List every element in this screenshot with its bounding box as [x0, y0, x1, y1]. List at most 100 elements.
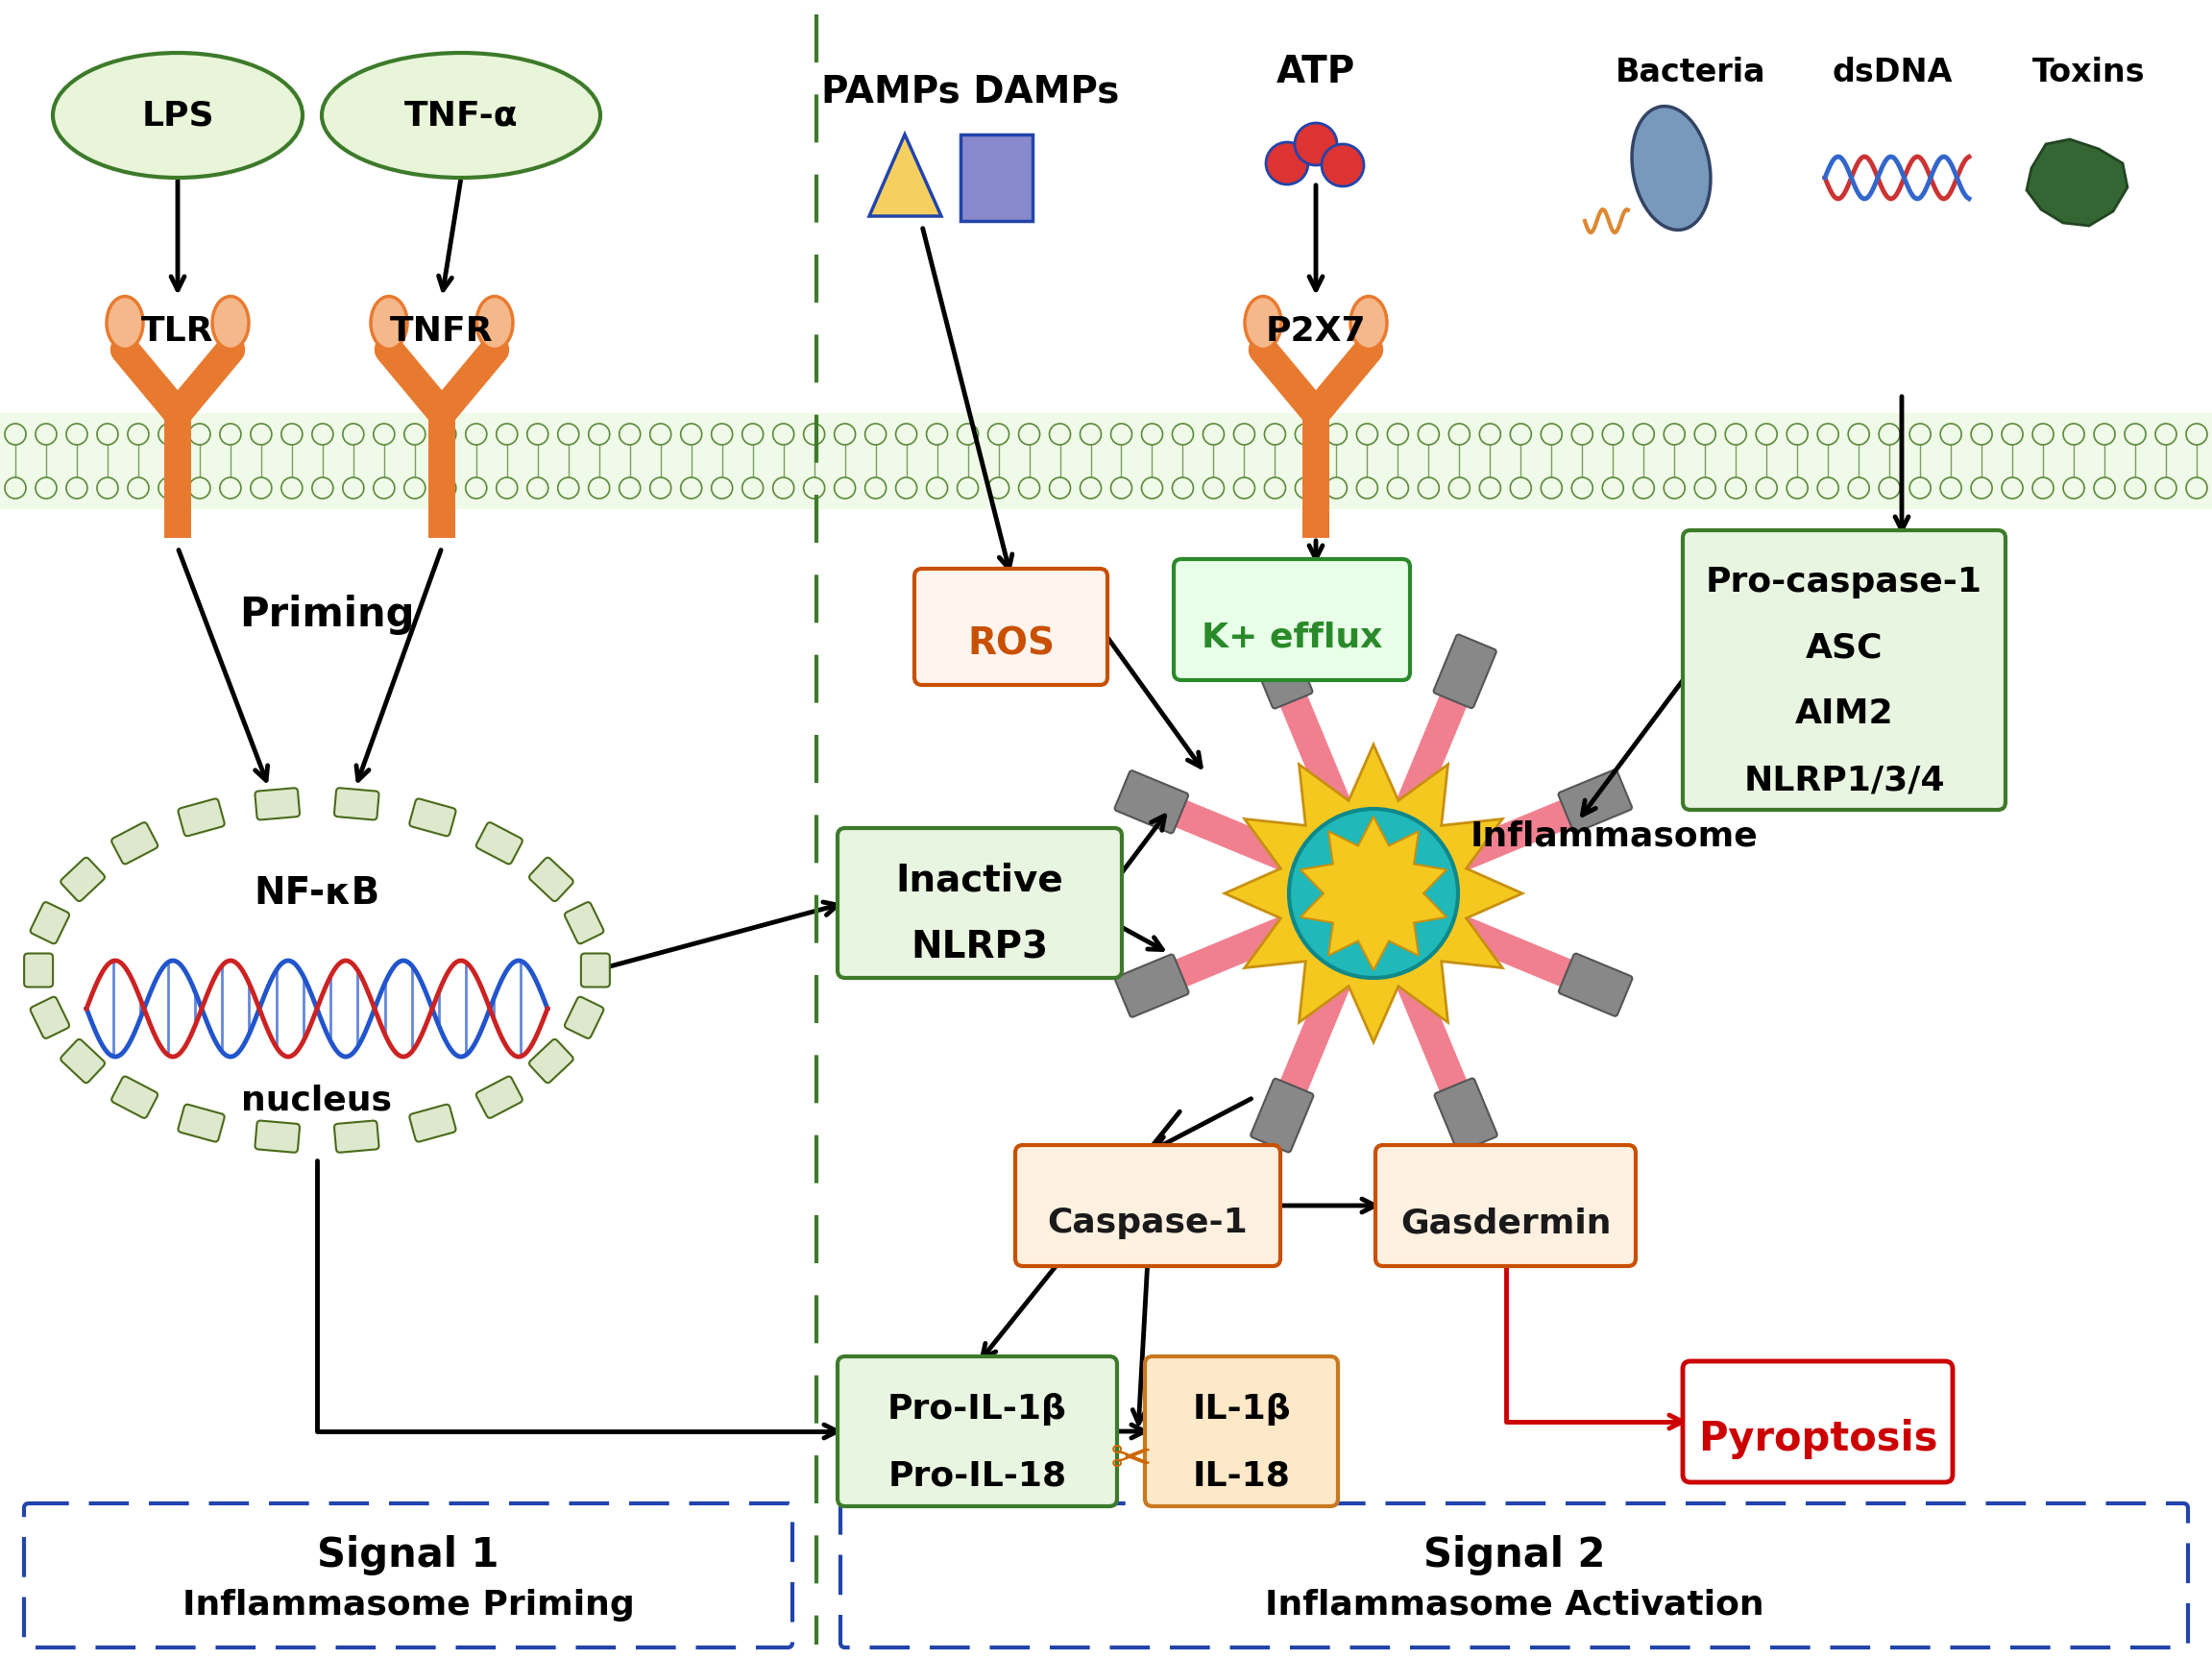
Text: Inactive: Inactive	[896, 863, 1064, 899]
Text: Pyroptosis: Pyroptosis	[1699, 1418, 1938, 1460]
Text: K+ efflux: K+ efflux	[1201, 620, 1382, 654]
Circle shape	[1290, 810, 1458, 977]
FancyBboxPatch shape	[1115, 954, 1188, 1017]
Text: Bacteria: Bacteria	[1615, 56, 1765, 88]
Circle shape	[1265, 478, 1285, 499]
Circle shape	[1818, 478, 1838, 499]
Text: Signal 2: Signal 2	[1422, 1535, 1606, 1576]
Circle shape	[803, 478, 825, 499]
Circle shape	[312, 423, 334, 445]
Circle shape	[1356, 478, 1378, 499]
Circle shape	[405, 423, 425, 445]
Circle shape	[128, 423, 148, 445]
Circle shape	[2126, 478, 2146, 499]
Circle shape	[927, 423, 947, 445]
Circle shape	[1940, 423, 1962, 445]
Circle shape	[4, 478, 27, 499]
Circle shape	[1573, 423, 1593, 445]
Text: IL-1β: IL-1β	[1192, 1392, 1292, 1425]
Circle shape	[1511, 423, 1531, 445]
FancyBboxPatch shape	[1559, 770, 1632, 833]
Circle shape	[989, 423, 1009, 445]
Circle shape	[588, 423, 611, 445]
Text: Priming: Priming	[239, 594, 414, 635]
FancyBboxPatch shape	[1436, 1078, 1498, 1151]
Ellipse shape	[38, 801, 595, 1138]
Circle shape	[865, 423, 887, 445]
Circle shape	[896, 478, 916, 499]
Circle shape	[1048, 423, 1071, 445]
FancyBboxPatch shape	[409, 798, 456, 836]
Circle shape	[1542, 423, 1562, 445]
Circle shape	[1234, 423, 1254, 445]
FancyBboxPatch shape	[24, 954, 53, 987]
Ellipse shape	[476, 297, 513, 348]
Circle shape	[1818, 423, 1838, 445]
Text: P2X7: P2X7	[1265, 315, 1367, 348]
Text: Pro-caspase-1: Pro-caspase-1	[1705, 566, 1982, 599]
FancyBboxPatch shape	[1015, 1145, 1281, 1266]
Polygon shape	[1225, 745, 1522, 1042]
Bar	[1303, 413, 1329, 538]
Ellipse shape	[53, 53, 303, 178]
Circle shape	[712, 478, 732, 499]
Circle shape	[1048, 478, 1071, 499]
Circle shape	[1480, 423, 1500, 445]
Circle shape	[343, 423, 363, 445]
FancyBboxPatch shape	[24, 1503, 792, 1647]
Circle shape	[927, 478, 947, 499]
Circle shape	[66, 478, 86, 499]
Bar	[164, 413, 190, 538]
FancyBboxPatch shape	[838, 828, 1121, 977]
Text: NLRP3: NLRP3	[911, 929, 1048, 966]
Text: ROS: ROS	[967, 625, 1055, 662]
Circle shape	[1878, 423, 1900, 445]
Circle shape	[1356, 423, 1378, 445]
FancyBboxPatch shape	[31, 997, 69, 1039]
Circle shape	[2154, 478, 2177, 499]
Text: NF-κB: NF-κB	[254, 876, 380, 912]
Circle shape	[159, 423, 179, 445]
Circle shape	[2002, 478, 2022, 499]
Circle shape	[1294, 123, 1336, 166]
Text: Pro-IL-1β: Pro-IL-1β	[887, 1392, 1066, 1425]
Circle shape	[467, 423, 487, 445]
FancyBboxPatch shape	[1250, 1078, 1314, 1153]
Text: PAMPs DAMPs: PAMPs DAMPs	[821, 73, 1119, 109]
Circle shape	[190, 423, 210, 445]
Circle shape	[834, 478, 856, 499]
Circle shape	[1878, 478, 1900, 499]
Circle shape	[588, 478, 611, 499]
Circle shape	[2033, 423, 2053, 445]
Circle shape	[1418, 478, 1440, 499]
Text: TNF-α: TNF-α	[405, 100, 518, 131]
FancyBboxPatch shape	[60, 1039, 104, 1083]
Circle shape	[2033, 478, 2053, 499]
Text: LPS: LPS	[142, 100, 215, 131]
Circle shape	[1079, 478, 1102, 499]
Text: Gasdermin: Gasdermin	[1400, 1206, 1610, 1239]
Circle shape	[2064, 423, 2084, 445]
FancyBboxPatch shape	[564, 902, 604, 944]
Circle shape	[1663, 478, 1686, 499]
Text: TNFR: TNFR	[389, 315, 493, 348]
Text: Inflammasome Priming: Inflammasome Priming	[181, 1589, 635, 1621]
Circle shape	[1325, 478, 1347, 499]
Circle shape	[1141, 478, 1164, 499]
Circle shape	[989, 478, 1009, 499]
Circle shape	[1203, 478, 1223, 499]
Text: ✂: ✂	[1110, 1435, 1152, 1485]
Text: Toxins: Toxins	[2033, 56, 2146, 88]
Circle shape	[1110, 423, 1133, 445]
Polygon shape	[2026, 139, 2128, 226]
Circle shape	[743, 423, 763, 445]
Circle shape	[1325, 423, 1347, 445]
Circle shape	[1756, 478, 1776, 499]
Text: nucleus: nucleus	[241, 1083, 392, 1117]
FancyBboxPatch shape	[254, 1121, 299, 1153]
Circle shape	[1787, 423, 1807, 445]
Circle shape	[526, 478, 549, 499]
Circle shape	[1632, 478, 1655, 499]
Circle shape	[190, 478, 210, 499]
Text: IL-18: IL-18	[1192, 1460, 1290, 1493]
